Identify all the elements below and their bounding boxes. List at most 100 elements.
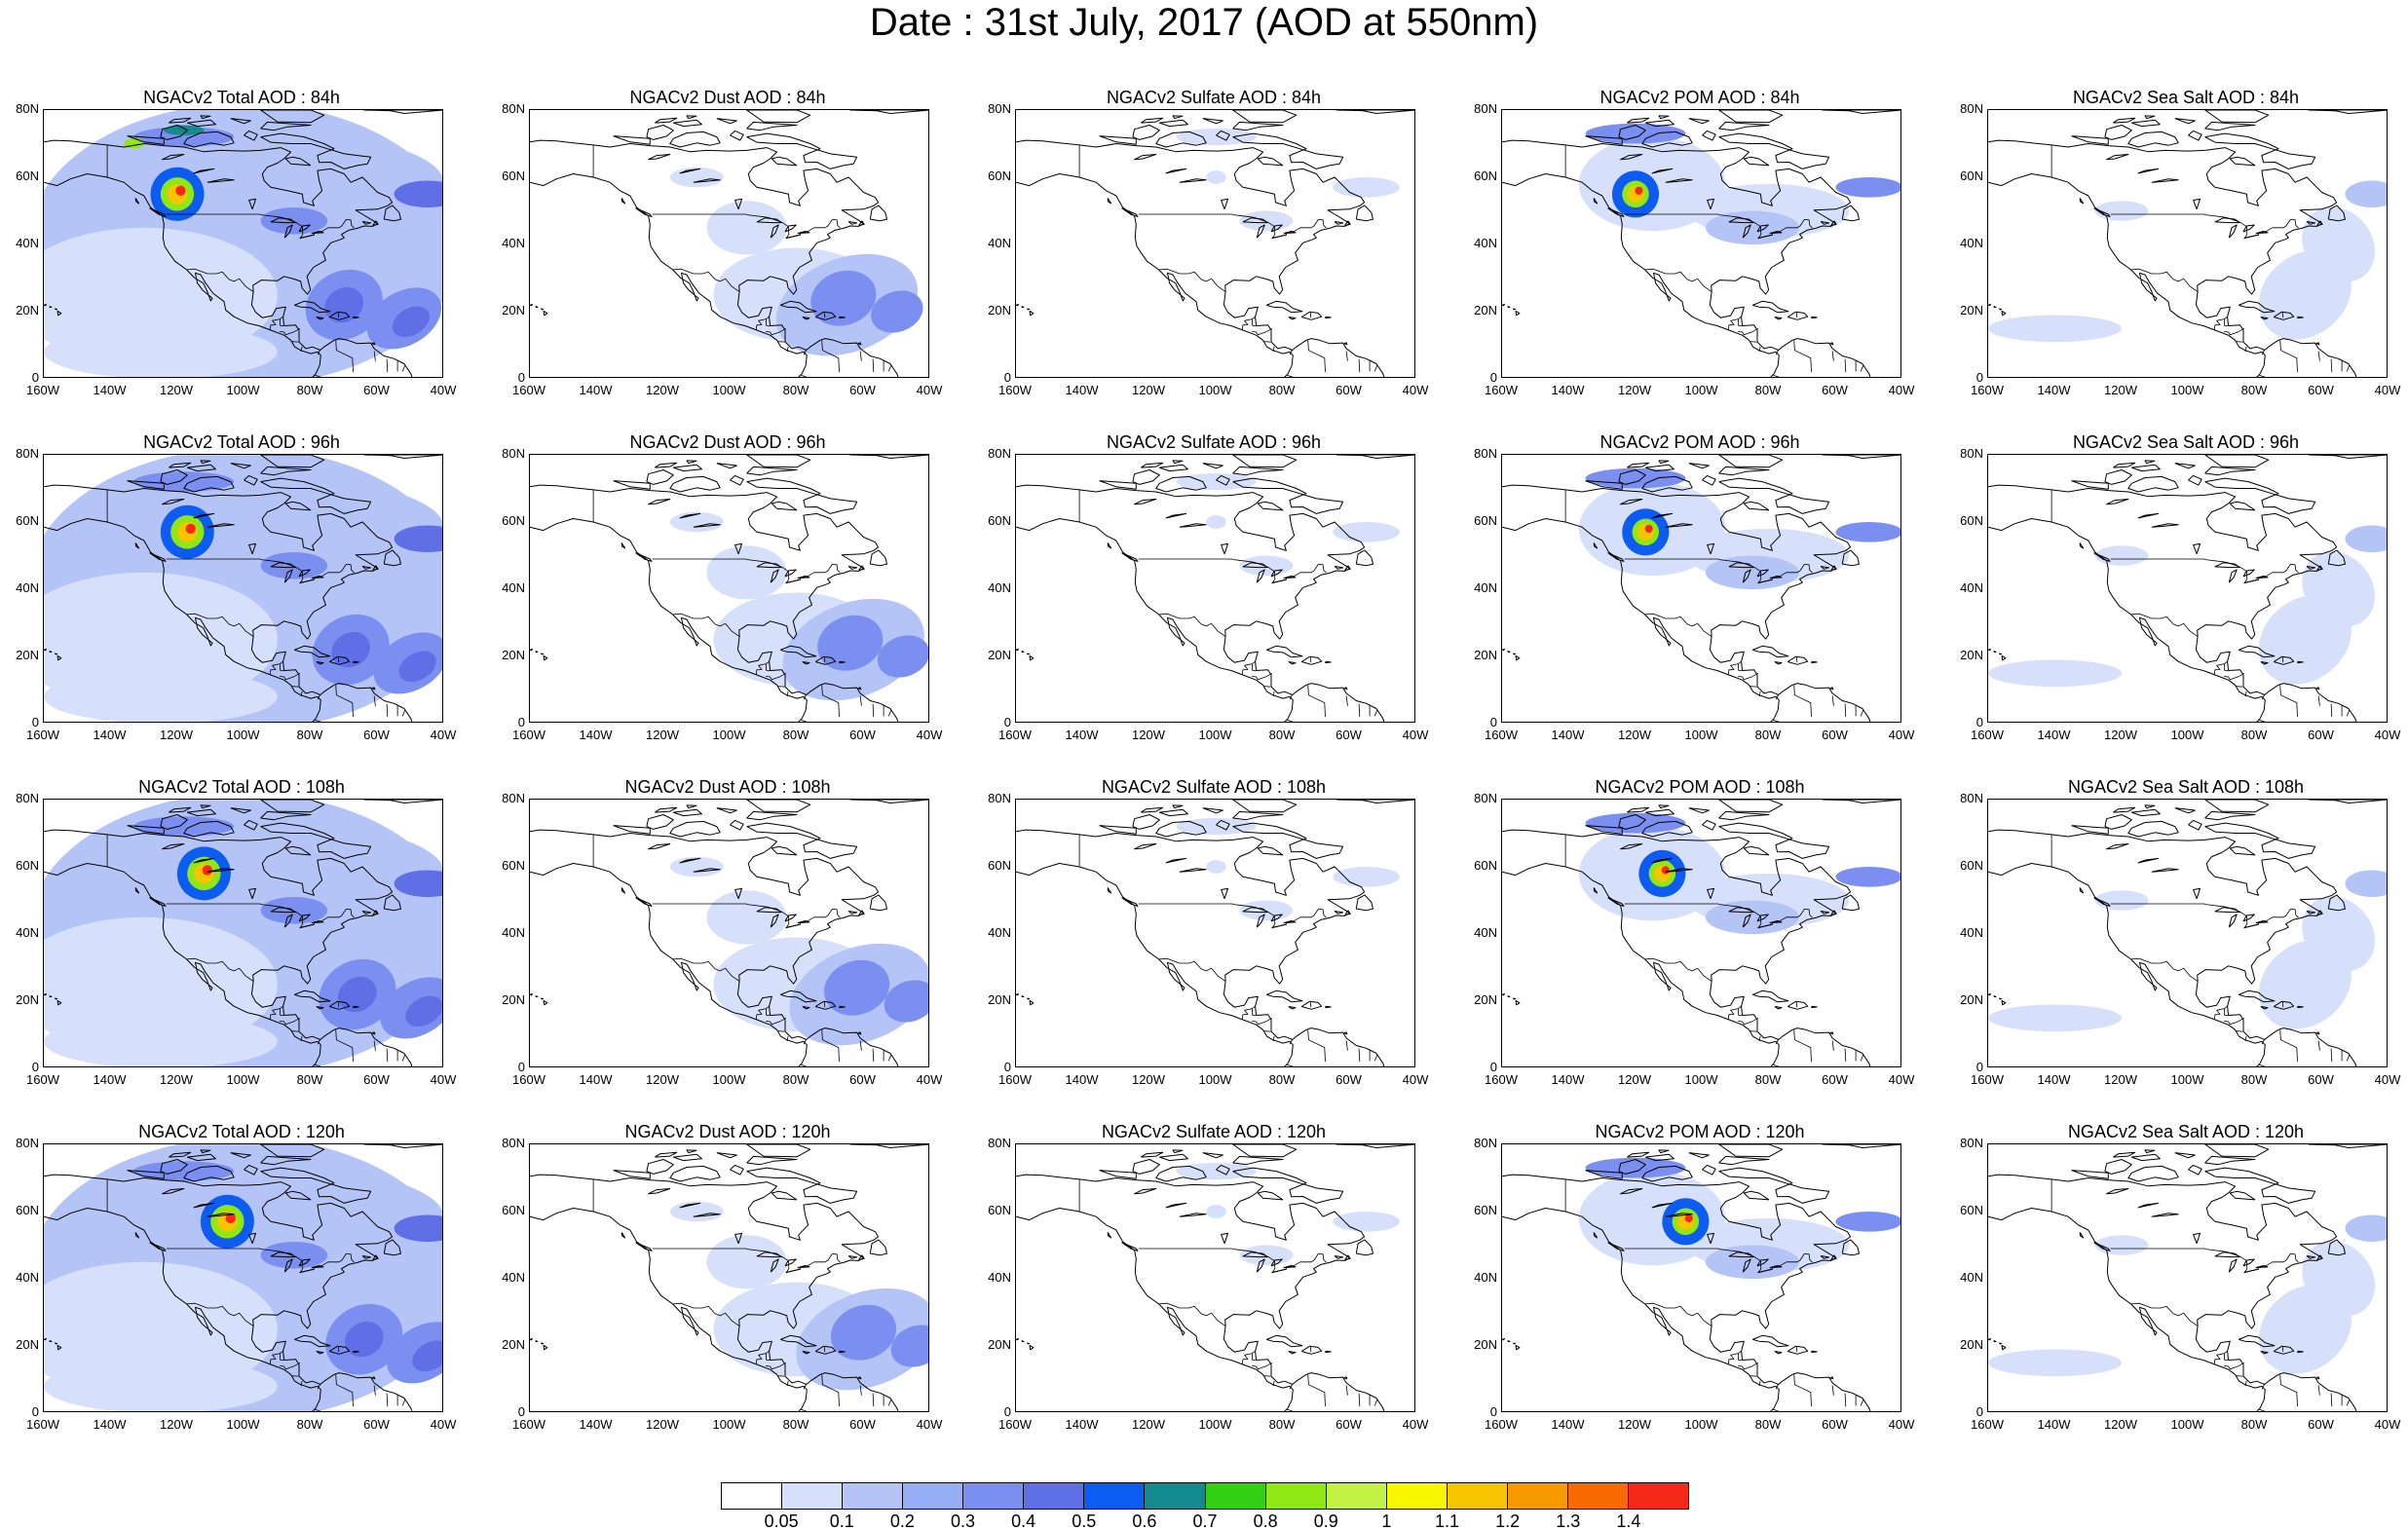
- x-tick-label: 80W: [2240, 383, 2268, 397]
- y-tick-label: 80N: [16, 446, 39, 461]
- aod-shading: [2302, 896, 2375, 972]
- x-tick-label: 140W: [93, 728, 127, 742]
- x-tick-label: 80W: [2240, 1072, 2268, 1087]
- x-tick-label: 40W: [916, 1417, 943, 1432]
- x-tick-label: 160W: [1971, 383, 2004, 397]
- aod-map: [44, 455, 442, 722]
- aod-map: [1502, 455, 1900, 722]
- aod-shading: [884, 980, 928, 1023]
- aod-shading: [1988, 1349, 2122, 1377]
- map-frame: [1501, 454, 1901, 723]
- aod-shading: [177, 481, 442, 577]
- aod-shading: [177, 826, 442, 921]
- x-tick-label: 80W: [782, 383, 809, 397]
- aod-shading: [2094, 545, 2149, 566]
- x-tick-label: 80W: [1754, 728, 1782, 742]
- coastlines: [1502, 110, 1900, 377]
- x-tick-label: 120W: [160, 728, 193, 742]
- y-tick-label: 20N: [1960, 992, 1983, 1007]
- y-tick-label: 60N: [1960, 1203, 1983, 1217]
- aod-shading: [1333, 867, 1400, 887]
- map-panel: NGACv2 Sulfate AOD : 96h 80N 60N 40N 20N 0 160…: [972, 428, 1459, 764]
- aod-shading: [1176, 473, 1257, 491]
- aod-shading: [44, 1359, 278, 1411]
- colorbar-swatch: [1447, 1483, 1508, 1509]
- y-tick-label: 20N: [1960, 1337, 1983, 1352]
- x-tick-label: 160W: [26, 728, 59, 742]
- map-frame: [43, 109, 443, 378]
- aod-shading: [1176, 1163, 1257, 1180]
- x-tick-label: 140W: [93, 383, 127, 397]
- aod-shading: [133, 1161, 235, 1181]
- y-tick-label: 0: [1489, 370, 1497, 385]
- x-tick-label: 40W: [2374, 728, 2401, 742]
- x-tick-label: 80W: [296, 728, 323, 742]
- x-tick-label: 100W: [712, 383, 746, 397]
- colorbar-swatch: [1265, 1483, 1327, 1509]
- aod-shading: [1705, 1245, 1799, 1280]
- aod-map: [1016, 455, 1414, 722]
- x-tick-label: 160W: [998, 383, 1032, 397]
- x-tick-label: 160W: [512, 1072, 546, 1087]
- y-tick-label: 20N: [1474, 1337, 1497, 1352]
- x-tick-label: 100W: [1684, 1417, 1718, 1432]
- x-tick-label: 140W: [2037, 383, 2071, 397]
- y-tick-label: 40N: [16, 580, 39, 595]
- x-tick-label: 60W: [1336, 1072, 1362, 1087]
- aod-shading: [1239, 900, 1294, 921]
- x-tick-label: 140W: [1551, 383, 1585, 397]
- colorbar-label: 0.8: [1253, 1512, 1278, 1531]
- x-tick-label: 140W: [93, 1072, 127, 1087]
- panel-title: NGACv2 Sulfate AOD : 108h: [1101, 777, 1327, 797]
- aod-map: [1988, 1144, 2387, 1411]
- aod-shading: [1635, 186, 1643, 195]
- y-tick-label: 20N: [988, 1337, 1011, 1352]
- colorbar-swatch: [1024, 1483, 1085, 1509]
- y-tick-label: 20N: [16, 648, 39, 662]
- aod-shading: [44, 1014, 278, 1066]
- x-tick-label: 80W: [1268, 728, 1296, 742]
- aod-shading: [1835, 522, 1900, 542]
- x-tick-label: 100W: [2170, 1072, 2204, 1087]
- x-tick-label: 160W: [998, 1417, 1032, 1432]
- colorbar-labels: 0.05 0.1 0.2 0.3 0.4 0.5 0.6 0.7 0.8 0.9 1 1.1 1.2 1.…: [721, 1512, 1689, 1531]
- x-tick-label: 40W: [1888, 1417, 1915, 1432]
- aod-map: [44, 800, 442, 1066]
- y-tick-label: 60N: [502, 513, 525, 528]
- aod-shading: [1239, 555, 1294, 577]
- map-panel: NGACv2 POM AOD : 84h 80N 60N 40N 20N 0 160W 140…: [1458, 83, 1945, 419]
- aod-shading: [412, 1340, 442, 1372]
- x-tick-label: 100W: [2170, 728, 2204, 742]
- aod-shading: [44, 324, 278, 377]
- map-frame: [1987, 799, 2388, 1067]
- coastlines: [44, 1144, 442, 1411]
- aod-shading: [2345, 870, 2387, 898]
- aod-shading: [669, 167, 724, 188]
- y-tick-label: 0: [1489, 1404, 1497, 1419]
- coastlines: [1988, 1144, 2387, 1411]
- aod-shading: [260, 1242, 328, 1269]
- coastlines: [530, 455, 928, 722]
- aod-shading: [830, 1304, 897, 1361]
- x-tick-label: 140W: [1065, 728, 1099, 742]
- x-tick-label: 120W: [160, 1072, 193, 1087]
- x-tick-label: 60W: [1336, 383, 1362, 397]
- aod-shading: [1684, 1214, 1693, 1222]
- aod-shading: [2094, 201, 2149, 221]
- x-tick-label: 120W: [1618, 1072, 1651, 1087]
- panel-title: NGACv2 Dust AOD : 84h: [629, 88, 826, 107]
- x-tick-label: 40W: [916, 728, 943, 742]
- panel-title: NGACv2 Total AOD : 96h: [143, 432, 340, 452]
- panel-title: NGACv2 Dust AOD : 96h: [629, 432, 826, 452]
- y-tick-label: 80N: [988, 101, 1011, 116]
- aod-map: [44, 110, 442, 377]
- aod-shading: [706, 890, 787, 945]
- aod-shading: [1644, 524, 1653, 533]
- x-tick-label: 40W: [1402, 728, 1429, 742]
- y-tick-label: 40N: [1474, 580, 1497, 595]
- y-tick-label: 20N: [502, 1337, 525, 1352]
- y-tick-label: 0: [517, 1060, 525, 1074]
- coastlines: [44, 455, 442, 722]
- x-tick-label: 80W: [1268, 383, 1296, 397]
- x-tick-label: 120W: [2104, 1072, 2137, 1087]
